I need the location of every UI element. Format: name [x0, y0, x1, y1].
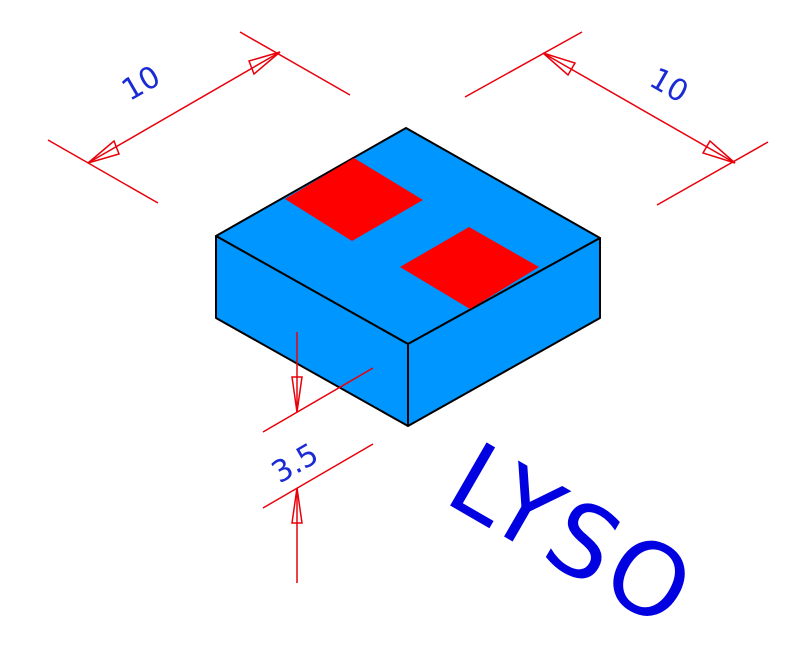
arrowhead [542, 52, 577, 77]
arrowhead [291, 376, 303, 413]
dimension-thickness [262, 332, 374, 583]
extension-line [656, 141, 769, 206]
extension-line [464, 31, 583, 98]
crystal-block [215, 127, 601, 427]
arrowhead [701, 139, 736, 164]
readout-pad-left [285, 158, 423, 241]
dimension-right-width [464, 31, 769, 206]
dimension-line [87, 51, 281, 164]
dimension-left-width [47, 31, 351, 204]
extension-line [239, 31, 351, 96]
dimension-label-thickness: 3.5 [266, 437, 325, 491]
arrowhead [248, 51, 281, 76]
material-label: LYSO [430, 420, 715, 647]
arrowhead [87, 139, 120, 164]
dimension-line [542, 52, 736, 164]
extension-line [262, 367, 374, 433]
dimension-label-left: 10 [116, 59, 167, 108]
dimension-label-right: 10 [643, 61, 694, 110]
readout-pad-right [400, 227, 539, 309]
extension-line [262, 443, 374, 509]
block-right-face [407, 237, 601, 427]
arrowhead [291, 487, 303, 524]
extension-line [47, 139, 159, 204]
